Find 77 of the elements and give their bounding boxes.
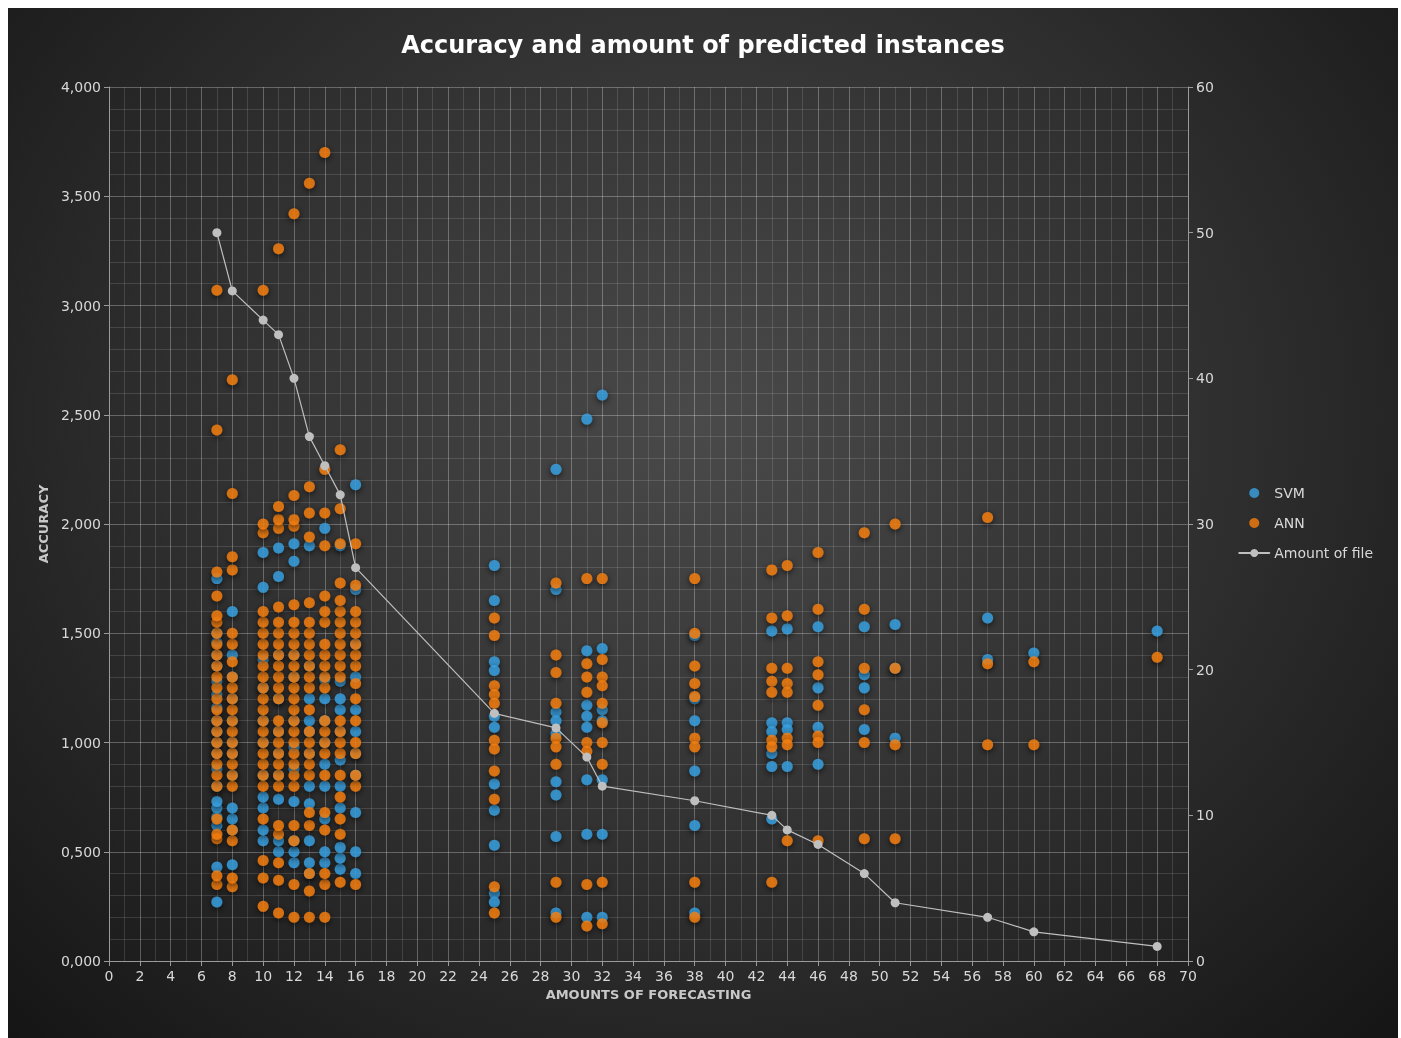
x-tick-label: 56	[963, 968, 982, 984]
x-tick-label: 24	[470, 968, 488, 984]
y2-tick-label: 30	[1196, 516, 1214, 532]
x-tick-label: 58	[994, 968, 1012, 984]
y-tick-label: 0,500	[60, 843, 101, 860]
x-tick-label: 32	[593, 968, 612, 984]
x-tick-label: 52	[901, 968, 920, 984]
point	[1029, 927, 1039, 937]
legend-label: ANN	[1274, 515, 1305, 531]
point	[813, 839, 823, 849]
x-tick-label: 64	[1086, 968, 1105, 984]
point	[335, 490, 345, 500]
x-tick-label: 60	[1024, 968, 1043, 984]
point	[782, 825, 792, 835]
y-tick-label: 0,000	[60, 953, 101, 969]
point	[258, 315, 268, 325]
x-tick-label: 48	[839, 968, 858, 984]
x-tick-label: 8	[227, 968, 237, 984]
y-tick-label: 4,000	[60, 79, 101, 95]
legend-label: Amount of file	[1274, 545, 1373, 561]
point	[274, 330, 284, 340]
point	[489, 708, 499, 718]
y2-tick-label: 0	[1196, 953, 1205, 969]
y2-tick-label: 40	[1196, 370, 1214, 387]
y-axis-title: ACCURACY	[36, 484, 52, 564]
y2-tick-label: 60	[1196, 79, 1214, 95]
point	[304, 432, 314, 442]
y-tick-label: 3,000	[60, 297, 101, 314]
x-tick-label: 42	[747, 968, 766, 984]
chart-title: Accuracy and amount of predicted instances	[401, 31, 1005, 59]
x-tick-label: 30	[562, 968, 581, 984]
x-tick-label: 26	[500, 968, 519, 984]
x-tick-label: 38	[685, 968, 704, 984]
legend-label: SVM	[1274, 485, 1305, 501]
point	[227, 286, 237, 296]
x-tick-label: 66	[1117, 968, 1136, 984]
x-tick-label: 28	[531, 968, 550, 984]
x-tick-label: 34	[624, 968, 643, 984]
y-tick-label: 1,500	[60, 625, 101, 642]
x-axis-title: AMOUNTS OF FORECASTING	[545, 986, 752, 1002]
x-tick-label: 44	[778, 968, 797, 984]
x-tick-label: 12	[285, 968, 303, 984]
point	[289, 373, 299, 383]
x-tick-label: 68	[1148, 968, 1167, 984]
y-tick-label: 2,000	[60, 516, 101, 532]
x-tick-label: 10	[254, 968, 273, 984]
y-tick-label: 3,500	[60, 188, 101, 205]
x-tick-label: 4	[166, 968, 176, 984]
x-tick-label: 14	[315, 968, 334, 984]
x-tick-label: 6	[197, 968, 207, 984]
x-tick-label: 20	[408, 968, 427, 984]
x-tick-label: 0	[104, 968, 114, 984]
x-tick-label: 46	[809, 968, 828, 984]
point	[983, 912, 993, 922]
x-tick-label: 54	[932, 968, 951, 984]
x-tick-label: 18	[377, 968, 396, 984]
x-tick-label: 36	[655, 968, 673, 984]
x-tick-label: 50	[870, 968, 889, 984]
point	[320, 461, 330, 471]
point	[767, 810, 777, 820]
point	[212, 228, 222, 238]
y2-tick-label: 50	[1196, 224, 1214, 241]
point	[690, 796, 700, 806]
point	[351, 563, 361, 573]
x-tick-label: 2	[135, 968, 145, 984]
x-tick-label: 62	[1055, 968, 1074, 984]
x-tick-label: 16	[346, 968, 365, 984]
point	[890, 898, 900, 908]
y-tick-label: 2,500	[60, 406, 101, 423]
x-tick-label: 70	[1179, 968, 1197, 984]
y2-tick-label: 20	[1196, 661, 1214, 678]
x-tick-label: 40	[716, 968, 735, 984]
point	[1152, 941, 1162, 951]
y2-tick-label: 10	[1196, 807, 1214, 824]
point	[859, 869, 869, 879]
x-tick-label: 22	[439, 968, 458, 984]
y-tick-label: 1,000	[60, 734, 101, 751]
